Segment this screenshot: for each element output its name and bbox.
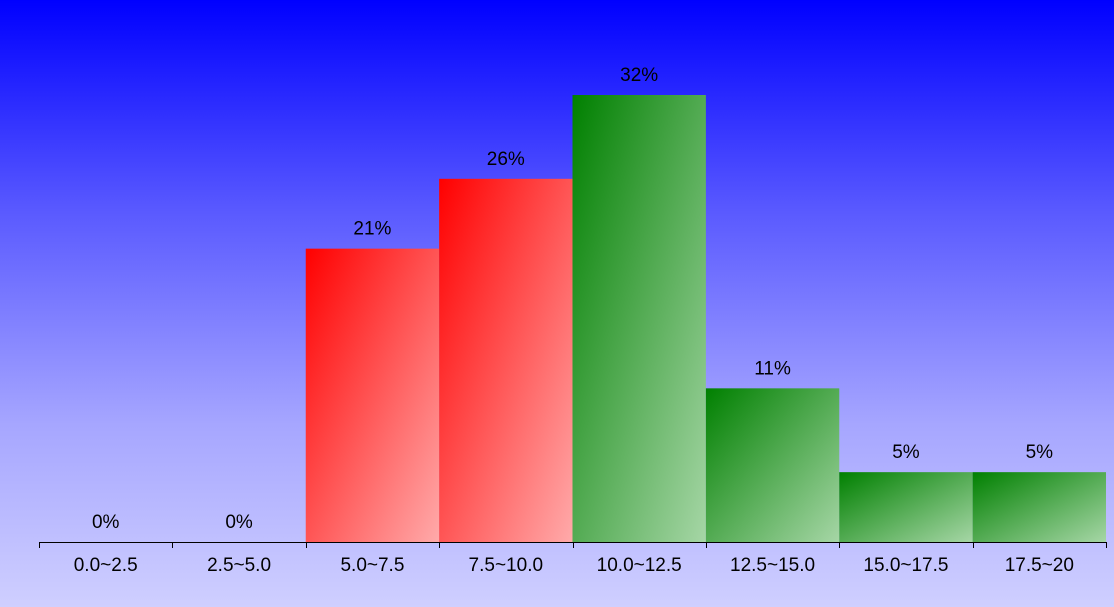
tick-label-2.5~5.0: 2.5~5.0 xyxy=(207,555,271,576)
value-labels-layer: 0% 0% 21% 26% 32% 11% 5% 5% xyxy=(92,65,1053,533)
bar-15.0~17.5 xyxy=(839,472,973,542)
tick-label-15.0~17.5: 15.0~17.5 xyxy=(863,555,948,576)
tick-label-0.0~2.5: 0.0~2.5 xyxy=(74,555,138,576)
tick-label-7.5~10.0: 7.5~10.0 xyxy=(469,555,544,576)
value-label-5.0~7.5: 21% xyxy=(353,219,391,240)
bar-7.5~10.0 xyxy=(439,178,573,542)
value-label-2.5~5.0: 0% xyxy=(225,512,253,533)
value-label-12.5~15.0: 11% xyxy=(754,358,791,379)
tick-label-5.0~7.5: 5.0~7.5 xyxy=(340,555,404,576)
tick-label-17.5~20: 17.5~20 xyxy=(1005,555,1074,576)
value-label-10.0~12.5: 32% xyxy=(620,65,658,86)
tick-label-12.5~15.0: 12.5~15.0 xyxy=(730,555,815,576)
bar-12.5~15.0 xyxy=(705,388,840,542)
bar-17.5~20 xyxy=(972,472,1107,542)
bar-10.0~12.5 xyxy=(572,95,706,542)
value-label-0.0~2.5: 0% xyxy=(92,512,120,533)
value-label-15.0~17.5: 5% xyxy=(892,442,920,463)
bars-layer xyxy=(305,95,1107,542)
value-label-7.5~10.0: 26% xyxy=(487,149,525,170)
bar-5.0~7.5 xyxy=(305,248,440,542)
tick-label-10.0~12.5: 10.0~12.5 xyxy=(597,555,682,576)
x-axis: 0.0~2.5 2.5~5.0 5.0~7.5 7.5~10.0 10.0~12.5 12… xyxy=(39,542,1107,576)
value-label-17.5~20: 5% xyxy=(1026,442,1054,463)
